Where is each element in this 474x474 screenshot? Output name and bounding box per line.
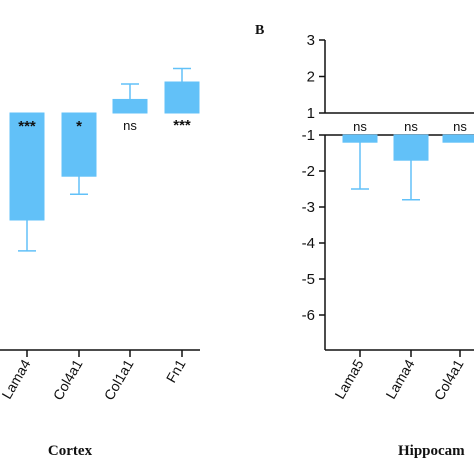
significance-label: ns [404, 119, 418, 134]
significance-label: *** [18, 118, 36, 135]
y-tick-label: -2 [302, 163, 315, 180]
y-tick-label: -4 [302, 235, 315, 252]
bar-col4a1 [61, 112, 97, 177]
significance-label: * [76, 118, 82, 135]
category-label-fn1: Fn1 [163, 356, 189, 385]
category-label-col4a1: Col4a1 [50, 356, 86, 403]
category-label-lama4: Lama4 [0, 356, 34, 401]
category-label-col1a1: Col1a1 [101, 356, 137, 403]
category-label-lama4: Lama4 [382, 356, 417, 401]
y-tick-label: 3 [307, 32, 315, 49]
bar-fn1 [164, 81, 200, 114]
panel-b-group: B 3 2 1 -1 -2 -3 -4 -5 -6 ns Lama5 ns Lama4 ns Col4a1 Hi… [255, 23, 474, 459]
y-tick-label: 1 [307, 105, 315, 122]
y-tick-label: 2 [307, 69, 315, 86]
y-tick-label: -1 [302, 127, 315, 144]
y-tick-label: -6 [302, 307, 315, 324]
y-tick-label: -3 [302, 199, 315, 216]
panel-a-group: *** Lama4 * Col4a1 ns Col1a1 *** Fn1 Cortex [0, 67, 200, 459]
panel-label-b: B [255, 23, 264, 38]
region-label-cortex: Cortex [48, 443, 93, 459]
y-tick-label: -5 [302, 271, 315, 288]
significance-label: ns [353, 119, 367, 134]
region-label-hippocampus: Hippocam [398, 443, 465, 459]
significance-label: *** [173, 117, 191, 134]
bar-lama4 [9, 112, 45, 221]
bar-lama5 [342, 134, 378, 143]
bar-col1a1 [112, 98, 148, 114]
bar-lama4 [393, 134, 429, 161]
bar-col4a1 [442, 134, 474, 143]
category-label-lama5: Lama5 [331, 356, 366, 401]
significance-label: ns [453, 119, 467, 134]
significance-label: ns [123, 118, 137, 133]
category-label-col4a1: Col4a1 [431, 356, 467, 403]
